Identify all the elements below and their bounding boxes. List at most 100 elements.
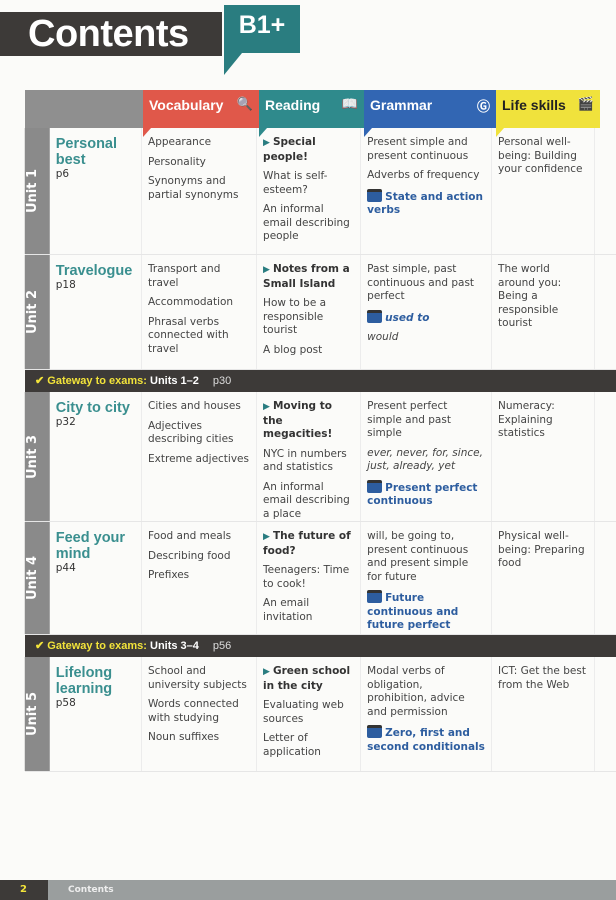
contents-table: Vocabulary 🔍 Reading 📖 Grammar Ⓖ Life skills 🎬 …	[25, 90, 616, 772]
footer-bar: 2 Contents	[0, 880, 616, 900]
vocabulary-item: Describing food	[148, 549, 231, 562]
reading-item: Letter of application	[263, 732, 354, 759]
unit-page: p58	[55, 697, 76, 709]
grammar-cell: will, be going to, present continuous an…	[361, 522, 493, 634]
unit-title-cell: City to city p32	[50, 392, 143, 521]
vocabulary-item: Noun suffixes	[148, 731, 220, 743]
gateway-row: ✔ Gateway to exams: Units 1–2 p30	[25, 370, 616, 392]
life-skills-item: Numeracy: Explaining statistics	[498, 400, 555, 439]
extra-column-cell	[595, 255, 616, 369]
vocabulary-item: Appearance	[148, 136, 212, 148]
unit-row: Unit 5 Lifelong learning p58 School and uni…	[25, 657, 616, 772]
grammar-text: used to	[385, 311, 430, 324]
reading-item: A blog post	[263, 344, 354, 358]
reading-text: How to be a responsible tourist	[263, 297, 327, 336]
column-label: Reading	[265, 97, 321, 113]
grammar-text: Adverbs of frequency	[367, 169, 480, 181]
grammar-cell: Present simple and present continuous Adv…	[361, 128, 493, 254]
unit-label: Unit 5	[25, 657, 50, 771]
column-header-life-skills: Life skills 🎬	[496, 90, 600, 137]
reading-item: Teenagers: Time to cook!	[263, 564, 354, 591]
unit-title: City to city	[55, 400, 130, 416]
extra-column-cell	[595, 128, 616, 254]
column-label: Grammar	[370, 97, 433, 113]
grammar-cell: Past simple, past continuous and past pe…	[361, 255, 493, 369]
video-clapperboard-icon	[367, 725, 383, 738]
life-skills-cell: ICT: Get the best from the Web	[492, 657, 596, 771]
vocabulary-item: Adjectives describing cities	[148, 419, 234, 446]
video-clapperboard-icon	[367, 309, 383, 323]
unit-page: p44	[55, 562, 76, 574]
reading-text: NYC in numbers and statistics	[263, 447, 347, 474]
unit-title: Feed your mind	[55, 530, 126, 562]
unit-page: p32	[55, 416, 76, 428]
grammar-item: State and action verbs	[367, 188, 485, 218]
unit-title: Personal best	[55, 136, 118, 168]
video-clapperboard-icon	[367, 479, 383, 493]
reading-text: Notes from a Small Island	[263, 263, 350, 290]
extra-column-cell	[595, 392, 616, 521]
vocabulary-item: Personality	[148, 155, 206, 168]
extra-column-cell	[595, 522, 616, 634]
play-triangle-icon: ▶	[263, 265, 270, 275]
unit-label: Unit 1	[25, 128, 50, 254]
reading-item: Evaluating web sources	[263, 699, 354, 726]
level-badge: B1+	[224, 5, 300, 75]
reading-text: A blog post	[263, 343, 323, 356]
vocabulary-item: School and university subjects	[148, 665, 247, 691]
vocabulary-item: Phrasal verbs connected with travel	[148, 315, 229, 355]
unit-row: Unit 2 Travelogue p18 Transport and travel A…	[25, 255, 616, 370]
reading-item: NYC in numbers and statistics	[263, 448, 354, 475]
grammar-text: will, be going to, present continuous an…	[367, 530, 469, 583]
video-clapperboard-icon	[367, 590, 383, 603]
gateway-row: ✔ Gateway to exams: Units 3–4 p56	[25, 635, 616, 657]
vocabulary-cell: Food and meals Describing food Prefixes	[142, 522, 258, 634]
reading-text: Moving to the megacities!	[263, 400, 333, 440]
vocabulary-cell: School and university subjects Words conn…	[142, 657, 258, 771]
reading-text: Evaluating web sources	[263, 699, 344, 725]
unit-title: Travelogue	[55, 263, 133, 279]
reading-text: An informal email describing people	[263, 203, 350, 242]
grammar-cell: Modal verbs of obligation, prohibition, …	[361, 657, 493, 771]
page-number: 2	[0, 880, 48, 900]
vocabulary-cell: Cities and houses Adjectives describing c…	[142, 392, 258, 521]
grammar-item: Adverbs of frequency	[367, 169, 485, 183]
reading-cell: ▶ Green school in the city Evaluating web …	[257, 657, 362, 771]
vocabulary-item: Synonyms and partial synonyms	[148, 175, 239, 201]
grammar-text: would	[367, 331, 399, 343]
grammar-text: Zero, first and second conditionals	[367, 727, 485, 753]
header-blank	[25, 90, 143, 128]
book-icon: 📖	[341, 96, 358, 111]
gateway-units: Units 3–4	[150, 640, 199, 652]
grammar-text: ever, never, for, since, just, already, …	[367, 446, 483, 473]
vocabulary-item: Transport and travel	[148, 263, 221, 289]
grammar-text: Present perfect continuous	[367, 481, 478, 508]
magnifier-icon: 🔍	[236, 96, 253, 111]
column-label: Vocabulary	[149, 97, 224, 113]
grammar-item: Present perfect continuous	[367, 479, 485, 509]
play-triangle-icon: ▶	[263, 402, 270, 412]
column-label: Life skills	[502, 97, 566, 113]
life-skills-item: The world around you: Being a responsibl…	[498, 263, 562, 329]
reading-text: Special people!	[263, 136, 316, 163]
grammar-item: would	[367, 331, 485, 345]
column-header-vocabulary: Vocabulary 🔍	[143, 90, 259, 137]
unit-label: Unit 3	[25, 392, 50, 521]
reading-item: An informal email describing people	[263, 203, 354, 244]
check-icon: ✔	[35, 640, 48, 652]
life-skills-item: ICT: Get the best from the Web	[498, 665, 586, 691]
grammar-text: Present simple and present continuous	[367, 136, 469, 162]
grammar-text: Future continuous and future perfect	[367, 592, 459, 631]
grammar-text: Modal verbs of obligation, prohibition, …	[367, 665, 465, 718]
gateway-page: p30	[212, 375, 232, 387]
unit-row: Unit 4 Feed your mind p44 Food and meals Des…	[25, 522, 616, 635]
reading-item: ▶ Moving to the megacities!	[263, 400, 354, 442]
unit-title-cell: Lifelong learning p58	[50, 657, 143, 771]
grammar-item: used to	[367, 309, 485, 326]
gateway-label: Gateway to exams:	[47, 375, 147, 387]
grammar-text: State and action verbs	[367, 190, 483, 217]
reading-item: An email invitation	[263, 597, 354, 624]
grammar-text: Present perfect simple and past simple	[367, 400, 451, 439]
grammar-item: Zero, first and second conditionals	[367, 725, 485, 754]
grammar-item: Modal verbs of obligation, prohibition, …	[367, 665, 485, 719]
